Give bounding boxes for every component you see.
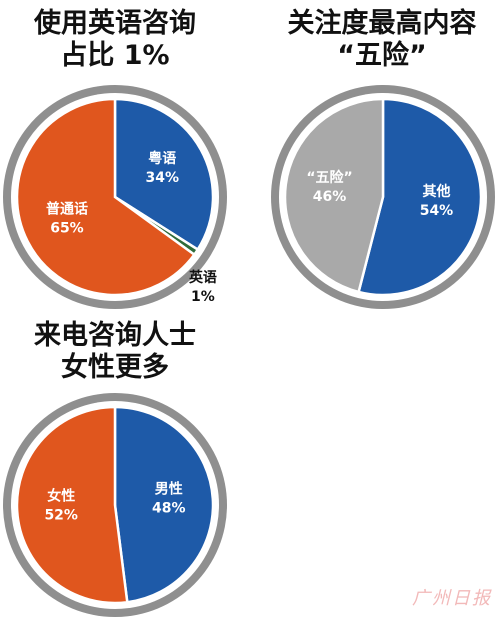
chart2-title-line2: “五险”: [337, 40, 427, 71]
chart3-pie: 男性 48% 女性 52%: [3, 393, 227, 617]
slice-percent-1: 1%: [191, 289, 215, 305]
slice-label-1: “五险”: [306, 169, 352, 186]
slice-label-0: 粤语: [148, 150, 176, 167]
pie-slice-2: [15, 97, 197, 297]
slice-label-0: 男性: [155, 481, 183, 498]
slice-label-1: 英语: [188, 269, 217, 286]
slice-percent-0: 48%: [152, 501, 186, 517]
slice-label-0: 其他: [422, 183, 450, 200]
chart1-title: 使用英语咨询 占比 1%: [0, 8, 230, 72]
newspaper-watermark: 广州日报: [412, 588, 492, 609]
chart3-title-line1: 来电咨询人士: [34, 320, 196, 351]
slice-percent-2: 65%: [50, 220, 84, 236]
chart1-pie: 粤语 34% 英语 1% 普通话 65%: [3, 85, 227, 309]
chart1-title-line1: 使用英语咨询: [34, 8, 196, 39]
slice-percent-1: 46%: [313, 189, 347, 205]
chart3-title: 来电咨询人士 女性更多: [0, 320, 230, 384]
pie-slice-1: [283, 97, 385, 294]
slice-percent-0: 54%: [420, 203, 454, 219]
pie-slice-1: [15, 405, 129, 605]
pie-slice-0: [113, 405, 215, 604]
slice-label-1: 女性: [47, 487, 75, 504]
chart3-title-line2: 女性更多: [61, 352, 169, 383]
slice-percent-1: 52%: [44, 507, 78, 523]
pie-slice-0: [357, 97, 483, 297]
slice-percent-0: 34%: [145, 170, 179, 186]
chart2-pie: 其他 54% “五险” 46%: [271, 85, 495, 309]
chart2-title: 关注度最高内容 “五险”: [264, 8, 500, 72]
slice-label-2: 普通话: [46, 200, 88, 217]
chart2-title-line1: 关注度最高内容: [287, 8, 477, 39]
chart1-title-line2: 占比 1%: [60, 40, 170, 71]
